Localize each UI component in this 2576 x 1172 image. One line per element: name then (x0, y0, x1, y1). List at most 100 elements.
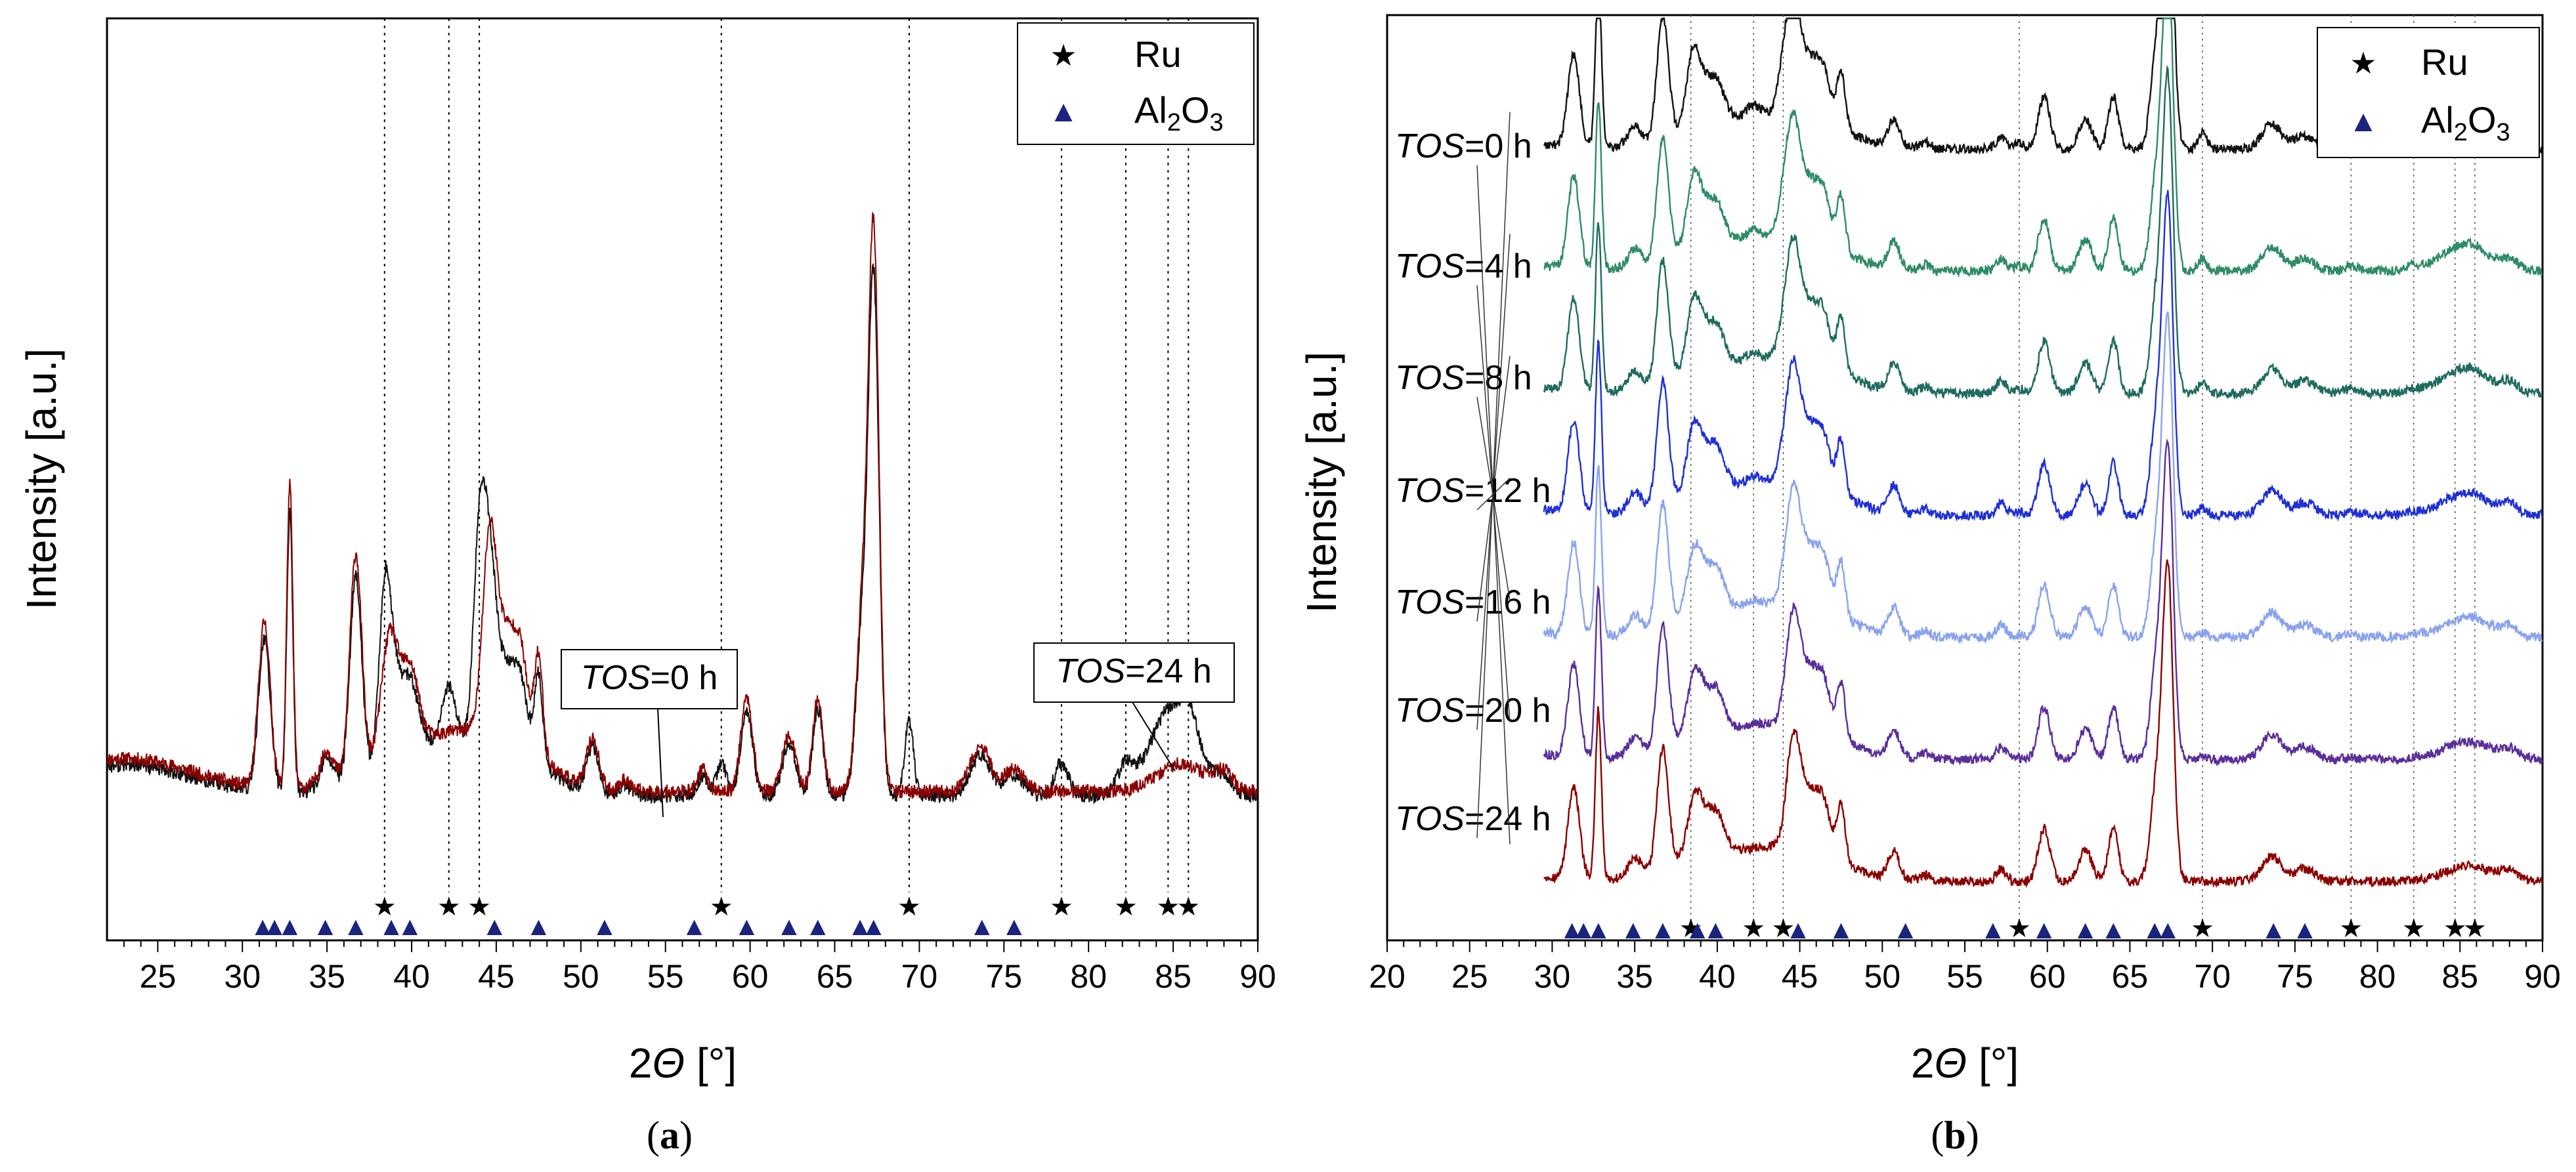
panel-b-leader-tos0 (1476, 165, 1511, 845)
panel-b-legend-al2o3-al: Al (2421, 99, 2454, 140)
panel-b-al2o3-marker: ▲ (1559, 915, 1585, 944)
panel-b-ru-marker: ★ (1771, 914, 1795, 943)
panel-a-annotation-tos24-leader (1132, 701, 1176, 772)
panel-a-al2o3-marker: ▲ (312, 912, 339, 941)
panel-a-al2o3-marker: ▲ (776, 912, 802, 941)
panel-a-al2o3-marker: ▲ (482, 912, 508, 941)
panel-b-legend-al2o3-label: Al2O3 (2421, 99, 2510, 146)
panel-b-al2o3-marker: ▲ (2260, 915, 2286, 944)
panel-b-al2o3-marker: ▲ (1570, 915, 1597, 944)
panel-a-al2o3-marker: ▲ (734, 912, 760, 941)
panel-a-x-axis-title-symbol: Θ (652, 1039, 685, 1087)
panel-a-al2o3-marker: ▲ (526, 912, 552, 941)
panel-b-x-tick-label: 25 (1451, 958, 1488, 995)
panel-b-al2o3-marker: ▲ (1620, 915, 1646, 944)
panel-b-caption: (b) (1931, 1114, 1979, 1157)
panel-b-caption-open: ( (1931, 1114, 1944, 1157)
panel-b-leader-tos20 (1476, 234, 1511, 730)
panel-b-leader-tos16 (1476, 356, 1511, 622)
panel-a-annotation-tos0-label: TOS=0 h (581, 659, 718, 697)
panel-a-al2o3-marker: ▲ (969, 912, 995, 941)
panel-b-label-tos4: TOS=4 h (1395, 247, 1532, 285)
panel-b-caption-close: ) (1966, 1114, 1979, 1157)
series-label-italic: TOS (1395, 247, 1465, 285)
series-label-rest: =12 h (1465, 472, 1551, 510)
panel-b-reference-markers: ★ ★ ★ ★ ★ ★ ★ ★★▲▲▲ ▲ ▲ ▲▲ ▲ ▲ ▲ ▲ ▲ ▲ ▲ ▲▲ ▲ ▲ (1559, 914, 2487, 944)
panel-a-caption-open: ( (647, 1114, 660, 1157)
panel-a-legend-ru-symbol: ★ (1050, 38, 1077, 72)
panel-b-curve-tos16 (1543, 64, 2543, 400)
panel-a-al2o3-marker: ▲ (343, 912, 369, 941)
series-label-italic: TOS (1395, 127, 1465, 165)
panel-b-curve-tos20 (1543, 17, 2543, 278)
panel-a-annotation-tos0-italic: TOS (581, 659, 651, 697)
panel-a-x-tick-label: 30 (224, 958, 261, 995)
panel-b-legend-al2o3-o: O (2468, 99, 2497, 140)
panel-a-al2o3-marker: ▲ (847, 912, 873, 941)
panel-a-curve-tos-0-h (106, 212, 1258, 801)
panel-a-legend: ★ Ru ▲ Al2O3 (1017, 22, 1255, 145)
panel-b-al2o3-marker: ▲ (1828, 915, 1855, 944)
panel-b-label-tos8: TOS=8 h (1395, 359, 1532, 397)
panel-a-al2o3-marker: ▲ (277, 912, 303, 941)
panel-a-al2o3-marker: ▲ (861, 912, 887, 941)
panel-a-ru-marker: ★ (897, 892, 921, 921)
panel-b-legend-al2o3-sub2: 3 (2497, 119, 2510, 146)
series-label-italic: TOS (1395, 692, 1465, 730)
panel-b-al2o3-marker: ▲ (2072, 915, 2099, 944)
panel-b-x-axis-title: 2Θ [°] (1911, 1039, 2019, 1087)
panel-b-x-axis-title-symbol: Θ (1934, 1039, 1967, 1087)
panel-b-al2o3-marker: ▲ (2141, 915, 2168, 944)
panel-b-legend-ru-label: Ru (2421, 41, 2468, 83)
panel-a-reference-lines (383, 18, 1190, 892)
panel-b-label-tos16: TOS=16 h (1395, 583, 1551, 621)
panel-a-ru-marker: ★ (1050, 892, 1073, 921)
panel-b-label-tos24: TOS=24 h (1395, 800, 1551, 838)
panel-b-ru-marker: ★ (2191, 914, 2214, 943)
panel-b-x-axis: 20 25 30 35 40 45 50 55 60 65 70 75 80 85 90 (1369, 940, 2561, 995)
panel-a-x-tick-label: 35 (309, 958, 345, 995)
panel-b-x-tick-label: 85 (2441, 958, 2478, 995)
panel-b-al2o3-marker: ▲ (2031, 915, 2057, 944)
panel-a-x-tick-label: 90 (1239, 958, 1276, 995)
panel-b-al2o3-marker: ▲ (1980, 915, 2006, 944)
panel-a-al2o3-marker: ▲ (805, 912, 831, 941)
panel-b-legend-al2o3-sub1: 2 (2454, 119, 2468, 146)
panel-a-x-tick-label: 65 (817, 958, 853, 995)
panel-a-legend-frame (1017, 22, 1255, 145)
panel-a-x-tick-label: 55 (647, 958, 684, 995)
panel-a-al2o3-marker: ▲ (249, 912, 276, 941)
panel-a-annotation-tos0-rest: =0 h (651, 659, 718, 697)
panel-b-al2o3-marker: ▲ (2100, 915, 2126, 944)
panel-a: ★ ★ ★ ★ ★ ★ ★ ★★▲▲▲ ▲ ▲ ▲▲ ▲ ▲ ▲ ▲ ▲ ▲ ▲ ▲▲ ▲ ▲ 25 30 35 40 45 50… (18, 17, 1276, 1157)
panel-a-annotation-tos24-italic: TOS (1056, 652, 1125, 690)
panel-a-legend-al2o3-o: O (1181, 89, 1210, 131)
panel-a-x-tick-label: 70 (901, 958, 938, 995)
panel-b-x-tick-label: 30 (1534, 958, 1571, 995)
panel-b-label-tos12: TOS=12 h (1395, 472, 1551, 510)
panel-a-legend-al2o3-label: Al2O3 (1134, 89, 1224, 136)
panel-b-x-tick-label: 90 (2524, 958, 2561, 995)
panel-a-x-tick-label: 25 (140, 958, 177, 995)
panel-a-legend-al2o3-al: Al (1134, 89, 1167, 131)
panel-b-x-axis-title-unit: [°] (1967, 1039, 2019, 1087)
series-label-italic: TOS (1395, 583, 1465, 621)
panel-b-curve-tos4 (1543, 438, 2543, 767)
panel-a-x-axis-title-unit: [°] (685, 1039, 737, 1087)
panel-b-ru-marker: ★ (2007, 914, 2031, 943)
panel-b-legend: ★ Ru ▲ Al2O3 (2317, 27, 2540, 158)
panel-a-annotation-tos24-rest: =24 h (1125, 652, 1212, 690)
panel-b-al2o3-marker: ▲ (1650, 915, 1676, 944)
panel-b-al2o3-marker: ▲ (1893, 915, 1919, 944)
panel-b-al2o3-marker: ▲ (1785, 915, 1811, 944)
series-label-italic: TOS (1395, 800, 1465, 838)
panel-a-caption: (a) (647, 1114, 693, 1157)
panel-b-caption-letter: b (1944, 1114, 1965, 1157)
panel-b-x-tick-label: 80 (2359, 958, 2396, 995)
panel-b-label-tos20: TOS=20 h (1395, 692, 1551, 730)
panel-b-curves (1543, 17, 2543, 889)
panel-a-x-tick-label: 50 (563, 958, 599, 995)
panel-b-x-tick-label: 35 (1616, 958, 1653, 995)
panel-b-legend-frame (2317, 27, 2540, 158)
